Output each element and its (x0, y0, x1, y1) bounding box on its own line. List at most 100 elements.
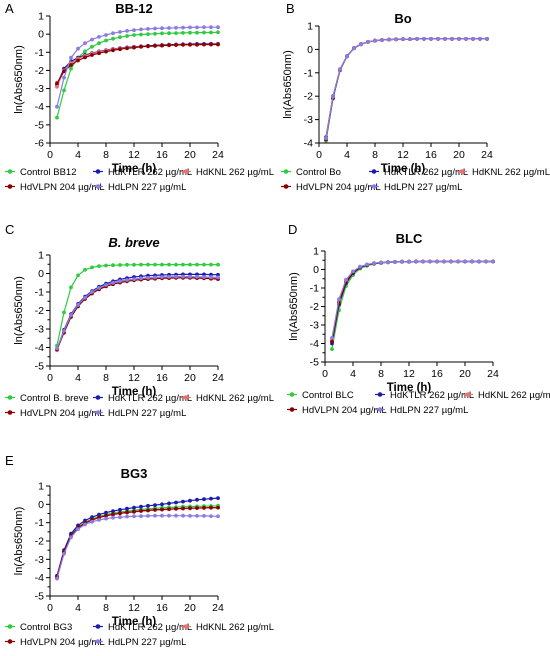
data-point-HdVLPN (181, 506, 185, 511)
legend-marker-control (7, 169, 13, 174)
legend-label: Control BB12 (20, 167, 77, 178)
data-point-control (153, 31, 157, 36)
y-tick-label: 0 (38, 29, 44, 41)
data-point-HdVLPN (76, 58, 80, 63)
y-tick-label: -4 (35, 572, 44, 584)
series-line-HdLPN (325, 38, 487, 139)
data-point-HdLPN (387, 37, 391, 42)
x-tick-label: 0 (47, 149, 53, 161)
data-point-HdVLPN (330, 339, 334, 344)
y-axis-label: ln(Abs650nm) (288, 272, 300, 340)
data-point-HdLPN (139, 276, 143, 281)
data-point-HdVLPN (132, 509, 136, 514)
data-point-HdLPN (344, 277, 348, 282)
data-point-HdLPN (167, 26, 171, 30)
data-point-HdKTLR (118, 507, 122, 512)
data-point-HdLPN (188, 25, 192, 30)
data-point-HdVLPN (167, 507, 171, 511)
data-point-HdVLPN (62, 69, 66, 74)
data-point-HdKTLR (209, 496, 213, 501)
data-point-HdLPN (209, 275, 213, 280)
legend-label: HdKTLR 262 µg/mL (108, 622, 192, 633)
data-point-HdLPN (464, 37, 468, 41)
data-point-HdLPN (174, 513, 178, 518)
legend-marker-HdLPN (95, 184, 101, 189)
data-point-HdKTLR (160, 502, 164, 507)
data-point-HdLPN (62, 329, 66, 333)
legend-marker-HdKNL (183, 169, 189, 174)
data-point-HdLPN (450, 37, 454, 41)
data-point-control (62, 88, 66, 93)
data-point-control (97, 41, 101, 46)
data-point-HdLPN (69, 313, 73, 317)
y-tick-label: 0 (313, 264, 319, 276)
data-point-control (174, 31, 178, 35)
data-point-HdLPN (330, 336, 334, 340)
data-point-control (125, 34, 129, 38)
legend-marker-HdKNL (459, 169, 465, 174)
data-point-control (188, 262, 192, 267)
data-point-HdVLPN (181, 42, 185, 47)
data-point-HdLPN (69, 55, 73, 60)
data-point-HdLPN (408, 37, 412, 41)
series-line-HdVLPN (56, 277, 219, 350)
data-point-HdLPN (428, 259, 432, 264)
data-point-HdLPN (76, 527, 80, 531)
legend-label: HdLPN 227 µg/mL (390, 405, 468, 416)
data-point-HdVLPN (111, 48, 115, 53)
data-point-HdVLPN (202, 42, 206, 47)
data-point-HdLPN (209, 514, 213, 518)
series-line-HdVLPN (56, 43, 218, 84)
data-point-HdVLPN (69, 63, 73, 67)
data-point-control (202, 30, 206, 35)
data-point-HdKTLR (139, 504, 143, 509)
data-point-HdLPN (337, 297, 341, 301)
y-tick-label: 1 (313, 246, 319, 258)
data-point-HdLPN (436, 37, 440, 41)
data-point-HdLPN (202, 275, 206, 279)
data-point-HdVLPN (174, 43, 178, 47)
data-point-HdLPN (62, 551, 66, 556)
data-point-HdVLPN (132, 45, 136, 50)
data-point-control (83, 267, 87, 272)
legend-marker-HdKTLR (371, 169, 377, 174)
data-point-control (111, 263, 115, 268)
data-point-HdVLPN (125, 46, 129, 51)
data-point-control (62, 310, 66, 315)
y-tick-label: -6 (35, 138, 44, 150)
legend-label: Control B. breve (20, 393, 89, 404)
data-point-HdLPN (97, 286, 101, 290)
x-tick-label: 8 (378, 368, 384, 380)
x-tick-label: 20 (184, 149, 196, 161)
y-tick-label: -5 (35, 591, 44, 603)
y-tick-label: -5 (35, 119, 44, 131)
legend: Control BG3 HdKTLR 262 µg/mL HdKNL 262 µg/… (5, 622, 274, 648)
data-point-HdVLPN (118, 47, 122, 52)
data-point-HdVLPN (153, 507, 157, 512)
data-point-HdVLPN (167, 43, 171, 48)
x-tick-label: 4 (75, 372, 81, 384)
data-point-control (174, 262, 178, 267)
x-tick-label: 0 (47, 372, 53, 384)
data-point-HdKTLR (97, 512, 101, 517)
data-point-HdLPN (90, 37, 94, 42)
data-point-HdVLPN (118, 511, 122, 516)
legend-marker-HdKNL (183, 395, 189, 400)
x-tick-label: 4 (75, 602, 81, 614)
series-line-HdKNL (331, 260, 493, 340)
data-point-HdVLPN (160, 507, 164, 512)
data-point-HdLPN (471, 37, 475, 41)
legend-label: HdLPN 227 µg/mL (108, 637, 186, 648)
y-tick-label: -5 (310, 357, 319, 369)
data-point-control (55, 115, 59, 120)
data-point-HdLPN (443, 37, 447, 41)
x-tick-label: 4 (75, 149, 81, 161)
data-point-HdLPN (160, 513, 164, 518)
data-point-HdLPN (386, 260, 390, 264)
series-line-HdKTLR (56, 43, 218, 86)
data-point-HdLPN (457, 37, 461, 41)
series-line-HdVLPN (331, 260, 493, 342)
data-point-control (76, 273, 80, 278)
y-axis-label: ln(Abs650nm) (282, 50, 294, 118)
